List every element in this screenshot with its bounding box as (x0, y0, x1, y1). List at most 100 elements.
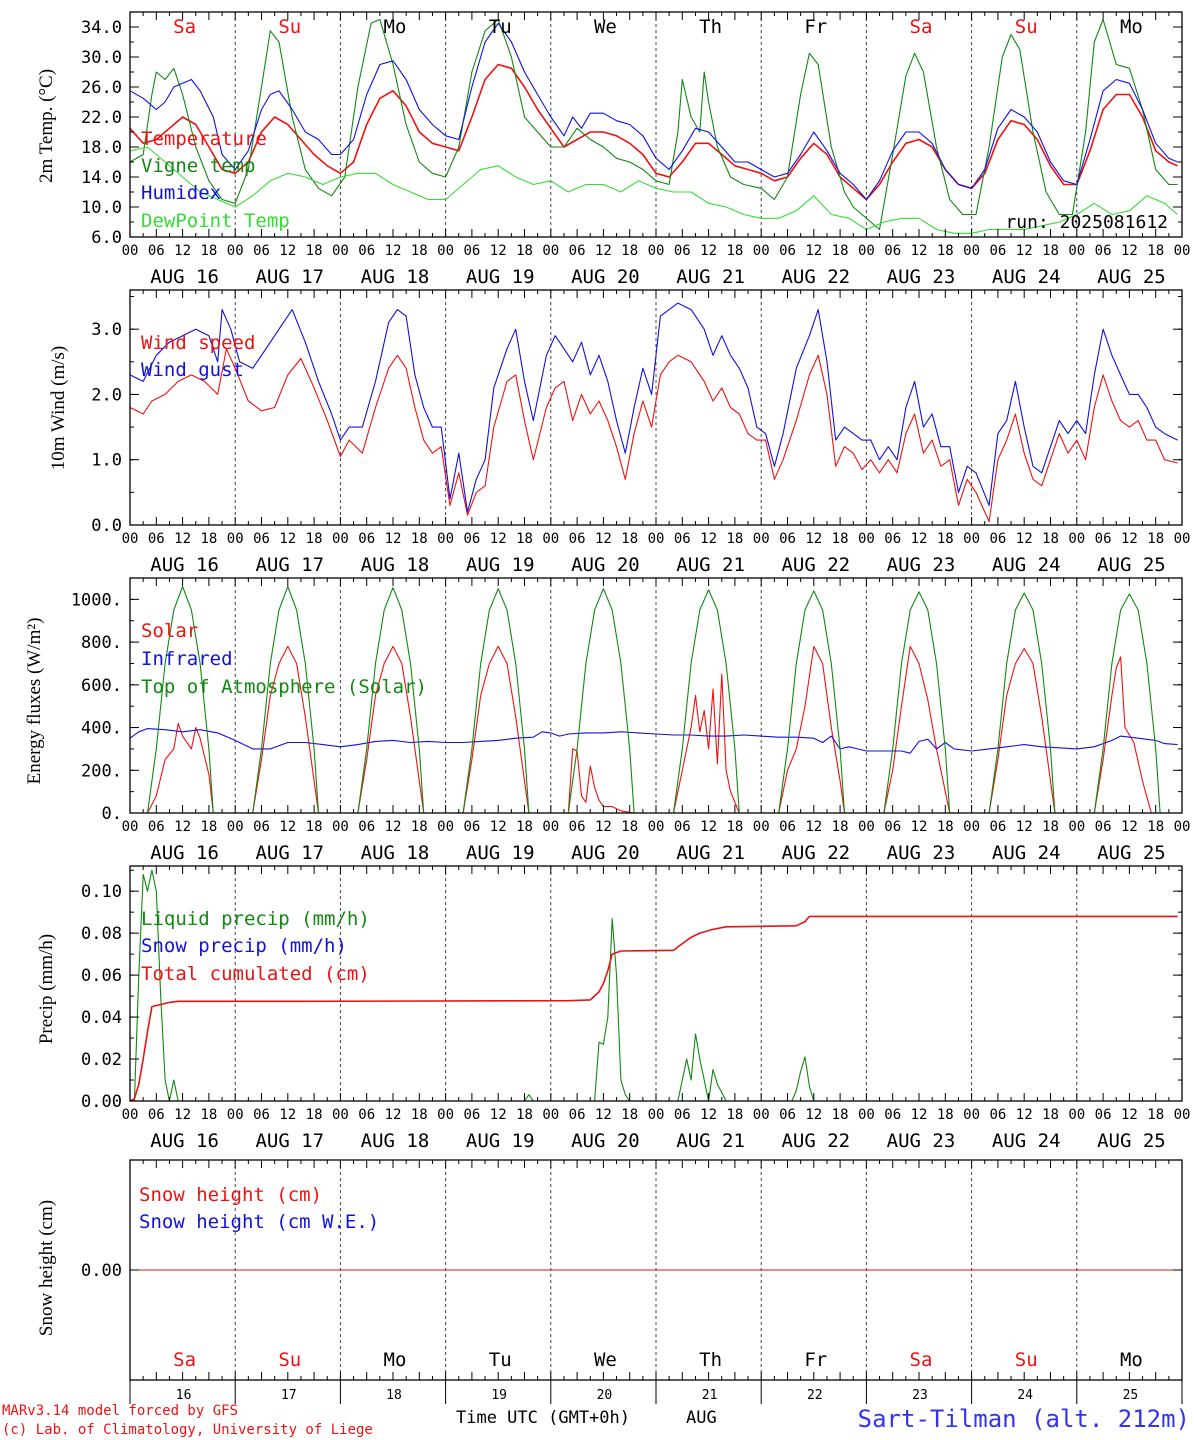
hour-label: 18 (1042, 531, 1059, 547)
hour-label: 12 (385, 531, 402, 547)
y-tick-label: 600. (81, 676, 122, 696)
hour-label: 18 (1042, 1107, 1059, 1123)
hour-label: 00 (332, 243, 349, 259)
hour-label: 06 (779, 819, 796, 835)
hour-label: 18 (832, 819, 849, 835)
hour-label: 18 (621, 531, 638, 547)
weekday-label: Su (278, 16, 301, 38)
hour-label: 06 (1095, 1107, 1112, 1123)
y-tick-label: 1.0 (91, 451, 122, 471)
hour-label: 00 (858, 531, 875, 547)
legend-liquid-precip: Liquid precip (mm/h) (141, 908, 370, 930)
hour-label: 00 (542, 243, 559, 259)
legend-solar: Solar (141, 620, 198, 642)
hour-label: 06 (884, 819, 901, 835)
y-tick-label: 6.0 (91, 228, 122, 248)
hour-label: 18 (411, 531, 428, 547)
model-credit: MARv3.14 model forced by GFS (2, 1403, 238, 1419)
series-line-top-of-atmosphere-solar (130, 585, 1178, 814)
date-label: AUG 25 (1097, 1130, 1166, 1152)
y-tick-label: 14.0 (81, 168, 122, 188)
hour-label: 06 (569, 1107, 586, 1123)
hour-label: 12 (490, 819, 507, 835)
hour-label: 06 (463, 243, 480, 259)
y-tick-label: 1000. (71, 590, 122, 610)
hour-label: 12 (911, 1107, 928, 1123)
hour-label: 18 (832, 1107, 849, 1123)
date-label: AUG 19 (466, 266, 535, 288)
hour-label: 00 (648, 1107, 665, 1123)
day-number-label: 16 (176, 1388, 192, 1403)
hour-label: 12 (1121, 1107, 1138, 1123)
legend-vigne-temp: Vigne temp (141, 155, 255, 177)
date-label: AUG 17 (255, 266, 324, 288)
hour-label: 18 (1147, 531, 1164, 547)
y-tick-label: 0.06 (81, 966, 122, 986)
hour-label: 00 (542, 1107, 559, 1123)
series-line-wind-speed (129, 348, 1178, 523)
wind-panel: 0.0 1.0 2.0 3.0 00 06 12 18 AUG 16 00 06 12 18 AUG 17… (48, 289, 1191, 576)
hour-label: 06 (884, 243, 901, 259)
y-tick-label: 0.10 (81, 882, 122, 902)
hour-label: 00 (1068, 531, 1085, 547)
hour-label: 00 (753, 531, 770, 547)
hour-label: 06 (358, 531, 375, 547)
station-label: Sart-Tilman (alt. 212m) (858, 1405, 1190, 1433)
date-label: AUG 25 (1097, 842, 1166, 864)
hour-label: 12 (595, 531, 612, 547)
hour-label: 00 (648, 531, 665, 547)
weekday-label: Fr (804, 16, 827, 38)
series-line-infrared (129, 728, 1178, 754)
legend-snow-height: Snow height (cm) (139, 1184, 322, 1206)
date-label: AUG 18 (361, 842, 430, 864)
hour-label: 12 (279, 1107, 296, 1123)
hour-label: 06 (989, 531, 1006, 547)
hour-label: 12 (385, 1107, 402, 1123)
hour-label: 00 (227, 819, 244, 835)
hour-label: 06 (148, 819, 165, 835)
wind-ylabel: 10m Wind (m/s) (48, 346, 69, 471)
hour-label: 18 (726, 1107, 743, 1123)
hour-label: 00 (963, 819, 980, 835)
y-tick-label: 800. (81, 633, 122, 653)
hour-label: 18 (1147, 1107, 1164, 1123)
footer: MARv3.14 model forced by GFS (c) Lab. of… (2, 1380, 1190, 1438)
hour-label: 00 (122, 1107, 139, 1123)
hour-label: 12 (700, 531, 717, 547)
hour-label: 00 (858, 1107, 875, 1123)
hour-label: 18 (516, 819, 533, 835)
hour-label: 12 (385, 819, 402, 835)
hour-label: 06 (148, 1107, 165, 1123)
date-label: AUG 23 (887, 266, 956, 288)
weekday-label: Su (278, 1349, 301, 1371)
legend-toa-solar: Top of Atmosphere (Solar) (141, 676, 427, 698)
series-line-humidex (129, 22, 1178, 201)
hour-label: 18 (411, 819, 428, 835)
hour-label: 12 (174, 243, 191, 259)
weekday-label: Th (699, 16, 722, 38)
hour-label: 18 (1147, 243, 1164, 259)
weekday-label: Sa (910, 16, 933, 38)
hour-label: 18 (306, 1107, 323, 1123)
weekday-label: Sa (173, 1349, 196, 1371)
hour-label: 06 (358, 1107, 375, 1123)
weekday-label: Mo (384, 1349, 407, 1371)
hour-label: 00 (437, 531, 454, 547)
date-label: AUG 23 (887, 1130, 956, 1152)
y-tick-label: 30.0 (81, 48, 122, 68)
hour-label: 00 (332, 819, 349, 835)
y-tick-label: 0. (102, 804, 122, 824)
hour-label: 00 (227, 531, 244, 547)
hour-label: 00 (1174, 243, 1191, 259)
date-label: AUG 22 (781, 554, 850, 576)
hour-label: 18 (516, 243, 533, 259)
day-number-label: 25 (1123, 1388, 1139, 1403)
date-label: AUG 24 (992, 842, 1061, 864)
snow-panel: 0.00 Sa Su Mo Tu We Th Fr Sa Su Mo Snow height (cm… (36, 1159, 1183, 1381)
date-label: AUG 19 (466, 554, 535, 576)
hour-label: 00 (1174, 531, 1191, 547)
hour-label: 18 (937, 531, 954, 547)
legend-wind-gust: Wind gust (141, 359, 244, 381)
day-number-label: 22 (807, 1388, 823, 1403)
